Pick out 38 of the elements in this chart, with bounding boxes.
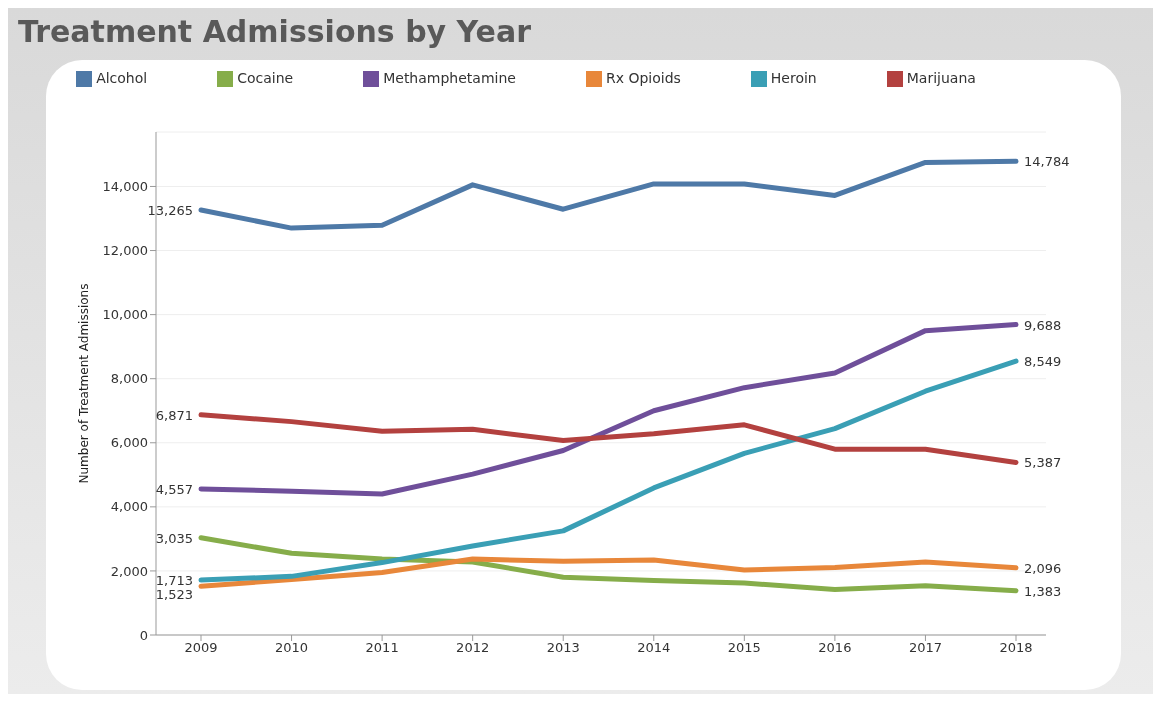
x-tick-label: 2016 xyxy=(818,640,852,656)
data-label: 13,265 xyxy=(147,203,193,219)
chart-title: Treatment Admissions by Year xyxy=(18,14,531,49)
x-tick-label: 2014 xyxy=(637,640,671,656)
data-label: 1,383 xyxy=(1024,583,1062,599)
legend-label: Rx Opioids xyxy=(605,70,681,86)
y-tick-label: 12,000 xyxy=(102,243,148,259)
data-label: 9,688 xyxy=(1024,317,1062,333)
data-label: 6,871 xyxy=(155,407,193,423)
x-tick-label: 2010 xyxy=(275,640,309,656)
x-tick-label: 2015 xyxy=(727,640,761,656)
data-label: 8,549 xyxy=(1024,354,1062,370)
y-axis-title: Number of Treatment Admissions xyxy=(77,283,92,484)
y-tick-label: 4,000 xyxy=(110,499,148,515)
x-tick-label: 2009 xyxy=(184,640,218,656)
legend-label: Cocaine xyxy=(237,70,294,86)
data-label: 5,387 xyxy=(1024,455,1062,471)
legend-label: Alcohol xyxy=(96,70,148,86)
x-tick-label: 2017 xyxy=(908,640,942,656)
data-label: 2,096 xyxy=(1024,560,1062,576)
data-label: 3,035 xyxy=(155,530,193,546)
legend-label: Marijuana xyxy=(906,70,976,86)
y-tick-label: 8,000 xyxy=(110,371,148,387)
legend-label: Heroin xyxy=(770,70,817,86)
data-label: 1,713 xyxy=(155,573,193,589)
data-label: 1,523 xyxy=(155,587,193,603)
data-label: 14,784 xyxy=(1024,154,1070,170)
y-tick-label: 10,000 xyxy=(102,307,148,323)
x-tick-label: 2012 xyxy=(456,640,490,656)
data-label: 4,557 xyxy=(155,482,193,497)
x-tick-label: 2013 xyxy=(546,640,580,656)
y-tick-label: 2,000 xyxy=(110,563,148,579)
legend-label: Methamphetamine xyxy=(383,70,516,86)
x-tick-label: 2011 xyxy=(365,640,399,656)
y-tick-label: 6,000 xyxy=(110,435,148,451)
x-tick-label: 2018 xyxy=(999,640,1033,656)
y-tick-label: 0 xyxy=(139,627,148,643)
y-tick-label: 14,000 xyxy=(102,179,148,195)
